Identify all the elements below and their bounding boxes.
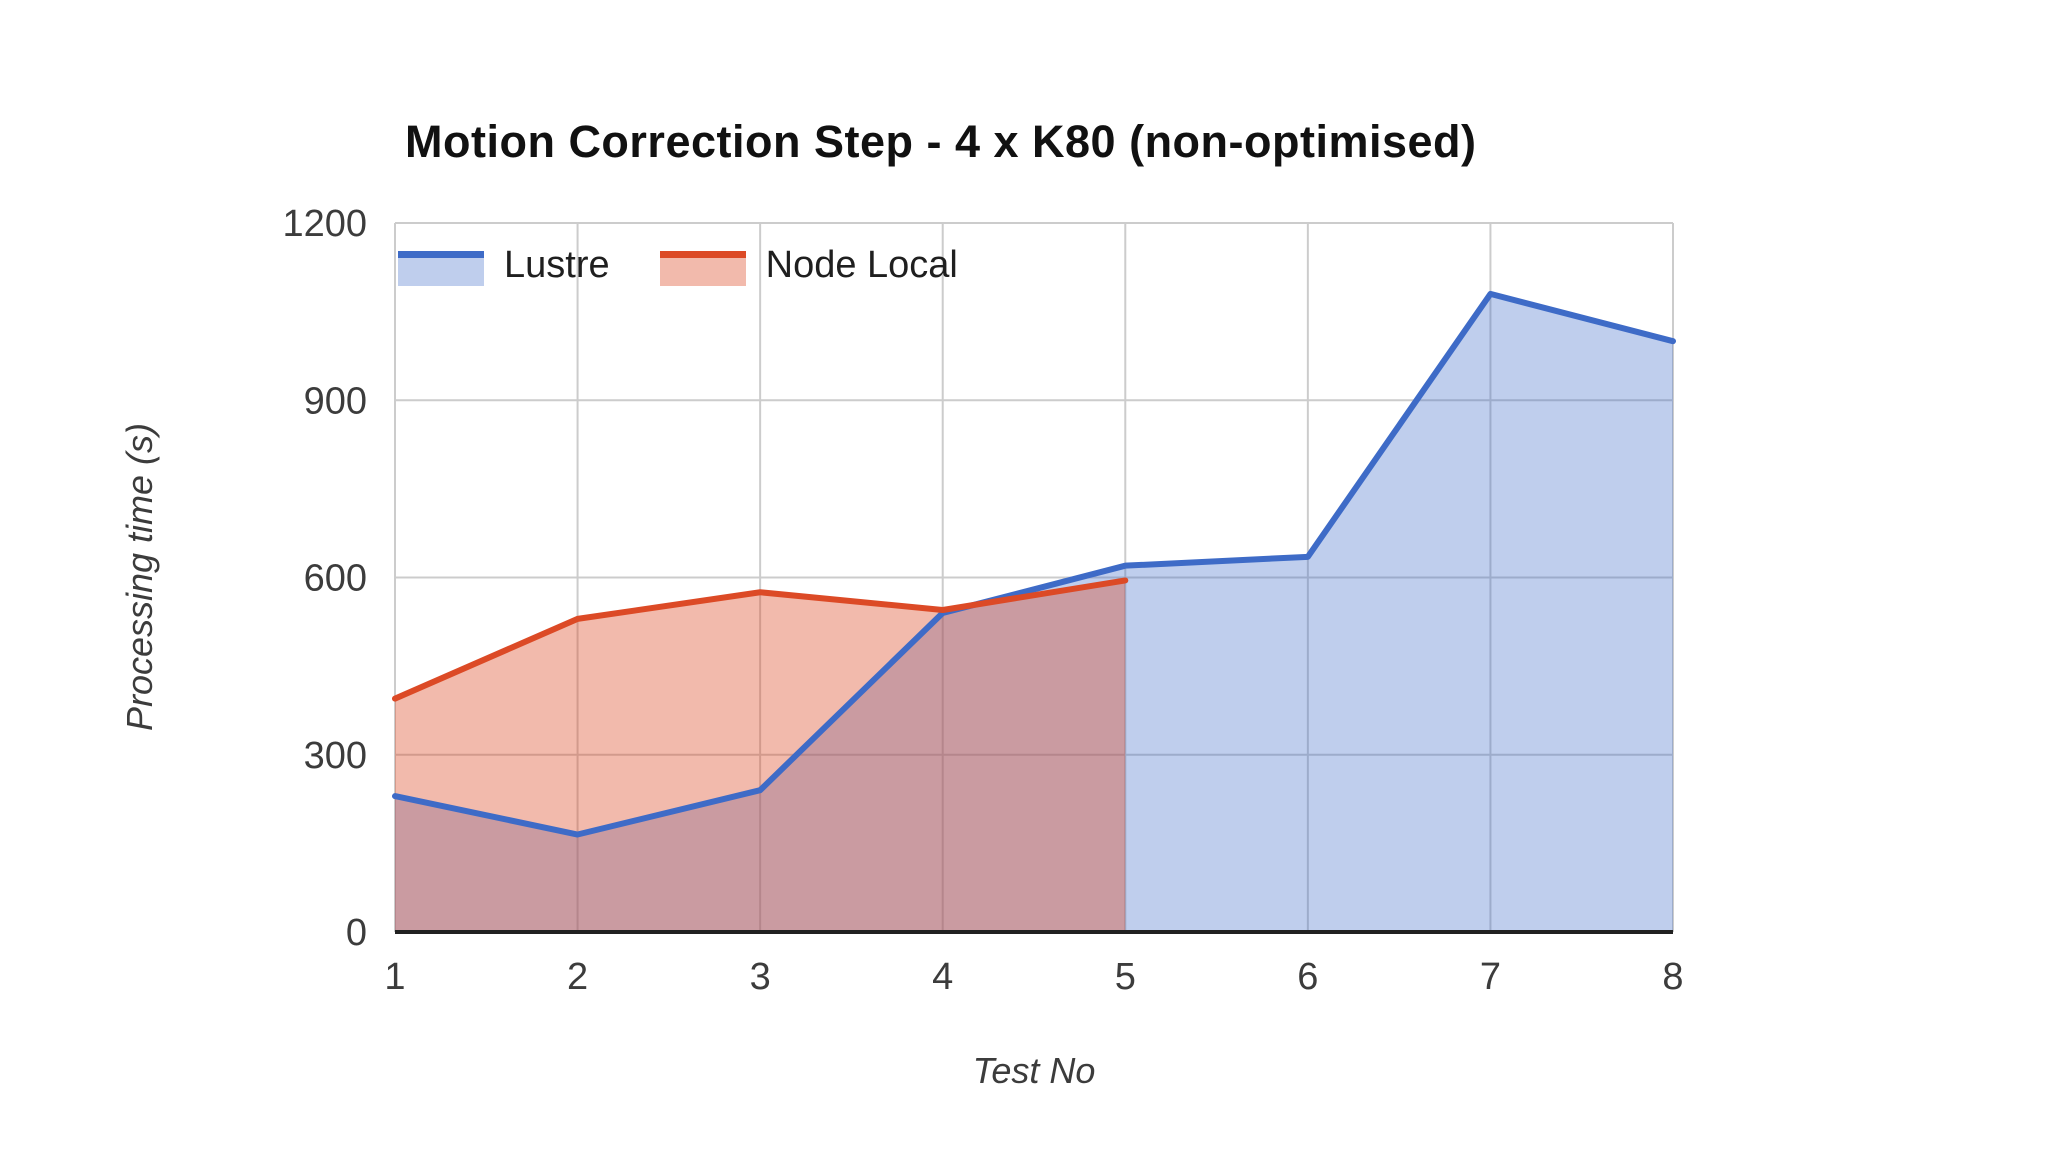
y-axis-title: Processing time (s)	[119, 422, 160, 732]
line-series-node-local	[392, 577, 1129, 702]
x-tick-label: 1	[384, 956, 405, 998]
chart-title: Motion Correction Step - 4 x K80 (non-op…	[405, 116, 1477, 167]
x-tick-label: 7	[1480, 956, 1501, 998]
y-tick-label: 900	[304, 380, 367, 422]
x-tick-label: 2	[567, 956, 588, 998]
y-tick-label: 600	[304, 558, 367, 600]
x-tick-label: 3	[750, 956, 771, 998]
lustre-swatch-icon	[398, 250, 484, 286]
y-tick-label: 300	[304, 735, 367, 777]
legend-item-node-local[interactable]: Node Local	[659, 244, 958, 290]
legend-label: Lustre	[504, 244, 610, 286]
y-tick-label: 0	[346, 912, 367, 954]
legend-label: Node Local	[765, 244, 958, 286]
area-series-node-local	[395, 580, 1126, 932]
x-axis-title: Test No	[972, 1050, 1096, 1091]
legend: Lustre Node Local	[398, 246, 1008, 290]
y-tick-label: 1200	[282, 203, 367, 245]
x-tick-label: 4	[932, 956, 953, 998]
node-local-swatch-icon	[659, 250, 746, 286]
x-tick-label: 8	[1662, 956, 1683, 998]
line-series-lustre	[392, 290, 1676, 838]
area-series-lustre	[395, 293, 1673, 932]
x-tick-label: 5	[1115, 956, 1136, 998]
x-tick-label: 6	[1297, 956, 1318, 998]
legend-item-lustre[interactable]: Lustre	[398, 246, 610, 290]
